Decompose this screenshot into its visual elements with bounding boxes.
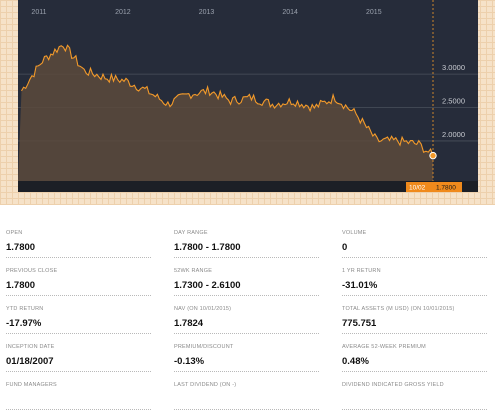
price-chart-frame: 2011 2012 2013 2014 2015 3.0000 2.5000 2.0000 … xyxy=(0,0,495,205)
stat-label: DAY RANGE xyxy=(174,230,208,236)
stat-value: 0 xyxy=(342,242,348,253)
stat-label: NAV (ON 10/01/2015) xyxy=(174,306,232,312)
stat-value: 1.7300 - 2.6100 xyxy=(174,280,241,291)
stat-divider xyxy=(6,257,151,258)
stat-inception-date: INCEPTION DATE 01/18/2007 xyxy=(6,344,156,372)
stat-value: -31.01% xyxy=(342,280,378,291)
stat-value: 1.7800 xyxy=(6,242,36,253)
stat-divider xyxy=(6,333,151,334)
price-line xyxy=(21,44,434,156)
stat-value: 0.48% xyxy=(342,356,369,367)
stat-previous-close: PREVIOUS CLOSE 1.7800 xyxy=(6,268,156,296)
stat-label: DIVIDEND INDICATED GROSS YIELD xyxy=(342,382,444,388)
stat-label: YTD RETURN xyxy=(6,306,44,312)
stat-52wk-range: 52WK RANGE 1.7300 - 2.6100 xyxy=(174,268,324,296)
price-area xyxy=(18,45,433,181)
stat-label: VOLUME xyxy=(342,230,367,236)
stat-premium-discount: PREMIUM/DISCOUNT -0.13% xyxy=(174,344,324,372)
stat-label: LAST DIVIDEND (ON -) xyxy=(174,382,237,388)
current-value-label: 1.7800 xyxy=(436,185,456,192)
stat-total-assets-m-usd-on-10-01-2015: TOTAL ASSETS (M USD) (ON 10/01/2015) 775.… xyxy=(342,306,492,334)
year-label-2011: 2011 xyxy=(31,9,46,16)
y-tick-label: 3.0000 xyxy=(442,63,465,72)
price-chart[interactable]: 2011 2012 2013 2014 2015 3.0000 2.5000 2.0000 … xyxy=(18,0,478,192)
stat-nav-on-10-01-2015: NAV (ON 10/01/2015) 1.7824 xyxy=(174,306,324,334)
stat-label: 1 YR RETURN xyxy=(342,268,381,274)
y-tick-label: 2.0000 xyxy=(442,130,465,139)
stat-value: 1.7800 - 1.7800 xyxy=(174,242,241,253)
stat-average-52-week-premium: AVERAGE 52-WEEK PREMIUM 0.48% xyxy=(342,344,492,372)
stat-volume: VOLUME 0 xyxy=(342,230,492,258)
stat-value: -0.13% xyxy=(174,356,205,367)
stat-divider xyxy=(342,295,487,296)
stat-label: INCEPTION DATE xyxy=(6,344,55,350)
stat-fund-managers: FUND MANAGERS xyxy=(6,382,156,410)
year-label-2013: 2013 xyxy=(199,9,215,16)
stat-label: PREMIUM/DISCOUNT xyxy=(174,344,234,350)
stat-divider xyxy=(174,257,319,258)
stat-label: TOTAL ASSETS (M USD) (ON 10/01/2015) xyxy=(342,306,455,312)
stat-divider xyxy=(342,371,487,372)
stat-day-range: DAY RANGE 1.7800 - 1.7800 xyxy=(174,230,324,258)
stat-label: AVERAGE 52-WEEK PREMIUM xyxy=(342,344,426,350)
stat-value: 01/18/2007 xyxy=(6,356,54,367)
year-label-2014: 2014 xyxy=(282,9,298,16)
current-price-marker[interactable] xyxy=(429,151,437,160)
stat-value xyxy=(6,394,156,407)
price-chart-svg: 2011 2012 2013 2014 2015 3.00002.50002.0000 … xyxy=(18,0,478,192)
chart-footer-strip xyxy=(18,181,478,192)
stat-divider xyxy=(342,257,487,258)
stat-label: FUND MANAGERS xyxy=(6,382,57,388)
stat-value: 1.7824 xyxy=(174,318,204,329)
stat-value: -17.97% xyxy=(6,318,42,329)
stat-last-dividend-on: LAST DIVIDEND (ON -) xyxy=(174,382,324,410)
stat-divider xyxy=(342,333,487,334)
stat-divider xyxy=(6,371,151,372)
stat-divider xyxy=(174,295,319,296)
year-label-2015: 2015 xyxy=(366,9,382,16)
current-date-label: 10/02 xyxy=(409,185,426,192)
stat-label: 52WK RANGE xyxy=(174,268,213,274)
stat-value: 1.7800 xyxy=(6,280,36,291)
stat-open: OPEN 1.7800 xyxy=(6,230,156,258)
current-price-flag-bg xyxy=(406,182,462,192)
year-label-2012: 2012 xyxy=(115,9,131,16)
current-price-flag: 10/02 1.7800 xyxy=(406,182,462,192)
stat-1-yr-return: 1 YR RETURN -31.01% xyxy=(342,268,492,296)
stat-value xyxy=(174,394,324,407)
y-tick-label: 2.5000 xyxy=(442,97,465,106)
stat-dividend-indicated-gross-yield: DIVIDEND INDICATED GROSS YIELD xyxy=(342,382,492,410)
stat-ytd-return: YTD RETURN -17.97% xyxy=(6,306,156,334)
stat-label: PREVIOUS CLOSE xyxy=(6,268,58,274)
stat-divider xyxy=(6,295,151,296)
stat-value xyxy=(342,394,492,407)
stat-value: 775.751 xyxy=(342,318,377,329)
stat-divider xyxy=(174,333,319,334)
stat-label: OPEN xyxy=(6,230,23,236)
stat-divider xyxy=(174,371,319,372)
